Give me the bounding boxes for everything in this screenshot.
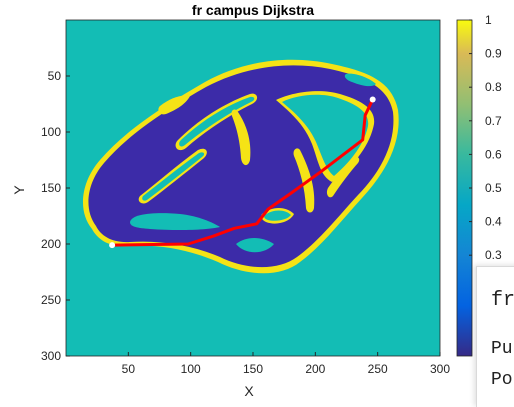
y-tick-label: 250 (41, 293, 61, 307)
x-tick-label: 150 (243, 362, 263, 376)
start-marker (109, 242, 116, 249)
free-space (130, 73, 376, 253)
colorbar-tick-label: 0.3 (485, 248, 502, 262)
datatip-popup[interactable]: fr Pu Po (476, 266, 514, 407)
y-tick-label: 150 (41, 181, 61, 195)
colorbar-tick-label: 0.7 (485, 114, 502, 128)
colorbar-tick-label: 0.4 (485, 215, 502, 229)
colorbar-tick-label: 0.6 (485, 147, 502, 161)
y-tick-label: 300 (41, 349, 61, 363)
y-axis-label: Y (11, 185, 27, 195)
colorbar-tick-label: 1 (485, 13, 492, 27)
colorbar-tick-label: 0.9 (485, 47, 502, 61)
x-tick-label: 300 (430, 362, 450, 376)
figure-title: fr campus Dijkstra (191, 2, 315, 18)
x-tick-label: 250 (368, 362, 388, 376)
x-tick-label: 50 (122, 362, 136, 376)
x-axis: 50 100 150 200 250 300 (122, 352, 450, 376)
datatip-line-1: Pu (491, 339, 513, 359)
datatip-title: fr (491, 289, 514, 312)
colorbar-tick-label: 0.5 (485, 181, 502, 195)
x-tick-label: 100 (181, 362, 201, 376)
y-tick-label: 50 (48, 69, 62, 83)
y-tick-label: 100 (41, 125, 61, 139)
datatip-line-2: Po (491, 370, 513, 390)
colorbar-tick-label: 0.8 (485, 80, 502, 94)
y-axis: 50 100 150 200 250 300 (41, 69, 70, 363)
goal-marker (369, 96, 376, 103)
y-tick-label: 200 (41, 237, 61, 251)
shortest-path (110, 98, 375, 247)
occupancy-map (66, 20, 440, 356)
colorbar-ticks: 1 0.9 0.8 0.7 0.6 0.5 0.4 0.3 (469, 13, 502, 262)
x-axis-label: X (244, 383, 254, 399)
x-tick-label: 200 (305, 362, 325, 376)
colorbar: 1 0.9 0.8 0.7 0.6 0.5 0.4 0.3 (456, 13, 502, 357)
